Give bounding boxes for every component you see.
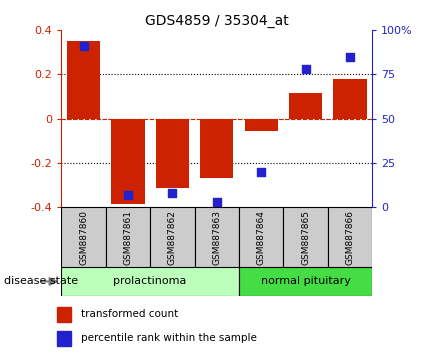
Bar xyxy=(111,119,145,204)
Point xyxy=(169,190,176,196)
Text: prolactinoma: prolactinoma xyxy=(113,276,187,286)
Text: GSM887866: GSM887866 xyxy=(346,210,355,265)
Text: GSM887863: GSM887863 xyxy=(212,210,221,265)
Point xyxy=(258,169,265,175)
Bar xyxy=(244,119,278,131)
Point xyxy=(346,54,353,59)
Bar xyxy=(57,307,71,322)
Bar xyxy=(150,207,194,267)
Title: GDS4859 / 35304_at: GDS4859 / 35304_at xyxy=(145,14,289,28)
Text: GSM887861: GSM887861 xyxy=(124,210,132,265)
Bar xyxy=(194,207,239,267)
Bar xyxy=(106,207,150,267)
Bar xyxy=(283,207,328,267)
Text: GSM887860: GSM887860 xyxy=(79,210,88,265)
Point xyxy=(302,66,309,72)
Bar xyxy=(289,93,322,119)
Point xyxy=(124,192,131,198)
Bar xyxy=(61,267,239,296)
Bar xyxy=(61,207,106,267)
Bar xyxy=(239,267,372,296)
Bar xyxy=(156,119,189,188)
Text: disease state: disease state xyxy=(4,276,78,286)
Text: GSM887864: GSM887864 xyxy=(257,210,266,265)
Bar xyxy=(333,79,367,119)
Text: normal pituitary: normal pituitary xyxy=(261,276,350,286)
Bar xyxy=(239,207,283,267)
Bar xyxy=(67,41,100,119)
Text: transformed count: transformed count xyxy=(81,309,178,319)
Point xyxy=(80,43,87,49)
Bar xyxy=(200,119,233,178)
Bar xyxy=(57,331,71,346)
Text: GSM887862: GSM887862 xyxy=(168,210,177,265)
Point xyxy=(213,199,220,205)
Bar xyxy=(328,207,372,267)
Text: percentile rank within the sample: percentile rank within the sample xyxy=(81,333,257,343)
Text: GSM887865: GSM887865 xyxy=(301,210,310,265)
